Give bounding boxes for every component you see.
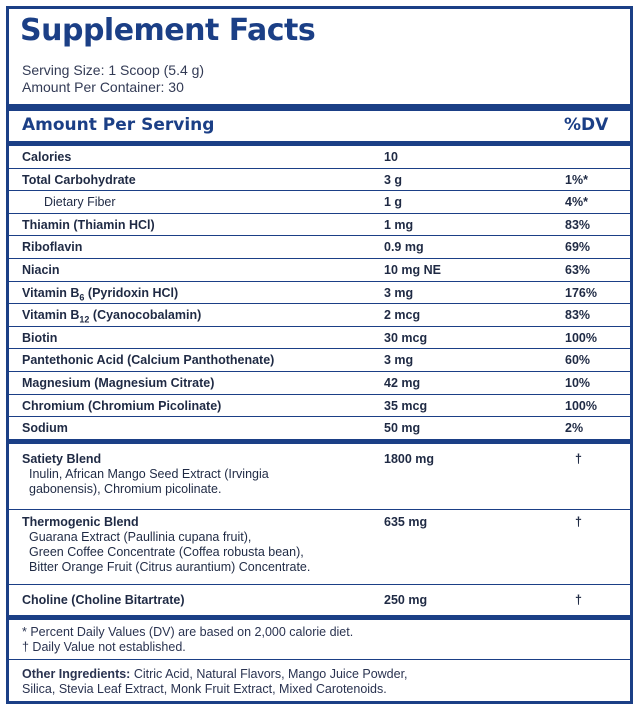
blend-dv: † [575,515,582,529]
table-row: Calories 10 [9,146,630,169]
nutrient-name: Total Carbohydrate [22,172,136,187]
serving-size: Serving Size: 1 Scoop (5.4 g) [22,62,205,78]
table-row: Vitamin B6 (Pyridoxin HCl) 3 mg 176% [9,282,630,305]
table-row: Thiamin (Thiamin HCl) 1 mg 83% [9,214,630,237]
blend-name: Thermogenic Blend [22,515,139,529]
table-row: Dietary Fiber 1 g 4%* [9,191,630,214]
nutrient-amount: 3 mg [384,353,414,368]
table-row: Biotin 30 mcg 100% [9,327,630,350]
nutrient-name: Vitamin B12 (Cyanocobalamin) [22,308,201,325]
amount-per-serving-heading: Amount Per Serving [22,115,215,135]
footnote-dagger: † Daily Value not established. [22,640,186,654]
blend-description-line: Green Coffee Concentrate (Coffea robusta… [29,545,304,559]
divider-thin [9,509,630,510]
nutrient-name: Dietary Fiber [44,195,116,210]
nutrient-table: Calories 10 Total Carbohydrate 3 g 1%* Diet… [9,146,630,440]
nutrient-amount: 3 mg [384,285,414,300]
nutrient-amount: 42 mg [384,375,421,390]
nutrient-name: Riboflavin [22,240,83,255]
blend-description-line: Bitter Orange Fruit (Citrus aurantium) C… [29,560,311,574]
blend-description-line: gabonensis), Chromium picolinate. [29,482,222,496]
nutrient-name: Sodium [22,421,68,436]
nutrient-name-suffix: (Cyanocobalamin) [89,308,202,323]
nutrient-dv: 1%* [565,172,588,187]
nutrient-name-prefix: Vitamin B [22,285,80,300]
nutrient-amount: 0.9 mg [384,240,424,255]
blend-description-line: Guarana Extract (Paullinia cupana fruit)… [29,530,252,544]
divider-thin [9,659,630,660]
nutrient-amount: 10 mg NE [384,262,441,277]
nutrient-dv: 69% [565,240,591,255]
nutrient-amount: 50 mg [384,421,421,436]
nutrient-dv: 100% [565,398,597,413]
nutrient-dv: 60% [565,353,591,368]
blend-amount: 250 mg [384,593,428,607]
other-ingredients-label: Other Ingredients: [22,667,131,681]
nutrient-amount: 1 mg [384,217,414,232]
nutrient-name: Chromium (Chromium Picolinate) [22,398,222,413]
divider-thin [9,584,630,585]
divider-thick [9,439,630,444]
nutrient-amount: 10 [384,150,398,164]
footnotes: * Percent Daily Values (DV) are based on… [22,625,353,655]
nutrient-name: Vitamin B6 (Pyridoxin HCl) [22,286,178,303]
table-row: Riboflavin 0.9 mg 69% [9,236,630,259]
other-ingredients: Other Ingredients: Citric Acid, Natural … [22,667,622,697]
blend-description: Guarana Extract (Paullinia cupana fruit)… [29,530,310,575]
table-row: Chromium (Chromium Picolinate) 35 mcg 100% [9,395,630,418]
nutrient-dv: 100% [565,330,597,345]
table-row: Pantethonic Acid (Calcium Panthothenate)… [9,349,630,372]
nutrient-name: Pantethonic Acid (Calcium Panthothenate) [22,353,275,368]
nutrient-dv: 63% [565,262,591,277]
nutrient-dv: 83% [565,308,591,323]
nutrient-amount: 1 g [384,195,403,210]
divider-thick [9,104,630,111]
blend-description-line: Inulin, African Mango Seed Extract (Irvi… [29,467,269,481]
table-row: Niacin 10 mg NE 63% [9,259,630,282]
divider-thick [9,141,630,146]
nutrient-amount: 2 mcg [384,308,421,323]
table-row: Total Carbohydrate 3 g 1%* [9,169,630,192]
blend-name: Choline (Choline Bitartrate) [22,593,185,607]
table-row: Vitamin B12 (Cyanocobalamin) 2 mcg 83% [9,304,630,327]
table-row: Sodium 50 mg 2% [9,417,630,440]
nutrient-name-prefix: Vitamin B [22,308,80,323]
blend-description: Inulin, African Mango Seed Extract (Irvi… [29,467,269,497]
nutrient-dv: 83% [565,217,591,232]
panel-title: Supplement Facts [20,13,316,48]
serving-info: Serving Size: 1 Scoop (5.4 g) Amount Per… [22,62,204,96]
nutrient-name: Thiamin (Thiamin HCl) [22,217,155,232]
nutrient-dv: 176% [565,285,597,300]
nutrient-amount: 3 g [384,172,403,187]
nutrient-name-subscript: 12 [79,314,90,325]
nutrient-dv: 4%* [565,195,588,210]
nutrient-amount: 35 mcg [384,398,428,413]
table-row: Magnesium (Magnesium Citrate) 42 mg 10% [9,372,630,395]
nutrient-name: Calories [22,150,72,164]
nutrient-name: Biotin [22,330,58,345]
supplement-facts-panel: Supplement Facts Serving Size: 1 Scoop (… [6,6,633,704]
nutrient-name-suffix: (Pyridoxin HCl) [84,285,179,300]
nutrient-name: Magnesium (Magnesium Citrate) [22,375,215,390]
footnote-dv: * Percent Daily Values (DV) are based on… [22,625,354,639]
divider-thick [9,615,630,620]
dv-heading: %DV [564,115,609,135]
nutrient-dv: 2% [565,421,584,436]
amount-per-container: Amount Per Container: 30 [22,79,184,95]
nutrient-name-subscript: 6 [79,292,85,303]
blend-name: Satiety Blend [22,452,102,466]
other-ingredients-text: Citric Acid, Natural Flavors, Mango Juic… [130,667,408,681]
nutrient-name: Niacin [22,262,60,277]
nutrient-dv: 10% [565,375,591,390]
blend-dv: † [575,452,582,466]
blend-amount: 1800 mg [384,452,435,466]
other-ingredients-text-line2: Silica, Stevia Leaf Extract, Monk Fruit … [22,682,387,696]
blend-amount: 635 mg [384,515,428,529]
blend-dv: † [575,593,582,607]
nutrient-amount: 30 mcg [384,330,428,345]
